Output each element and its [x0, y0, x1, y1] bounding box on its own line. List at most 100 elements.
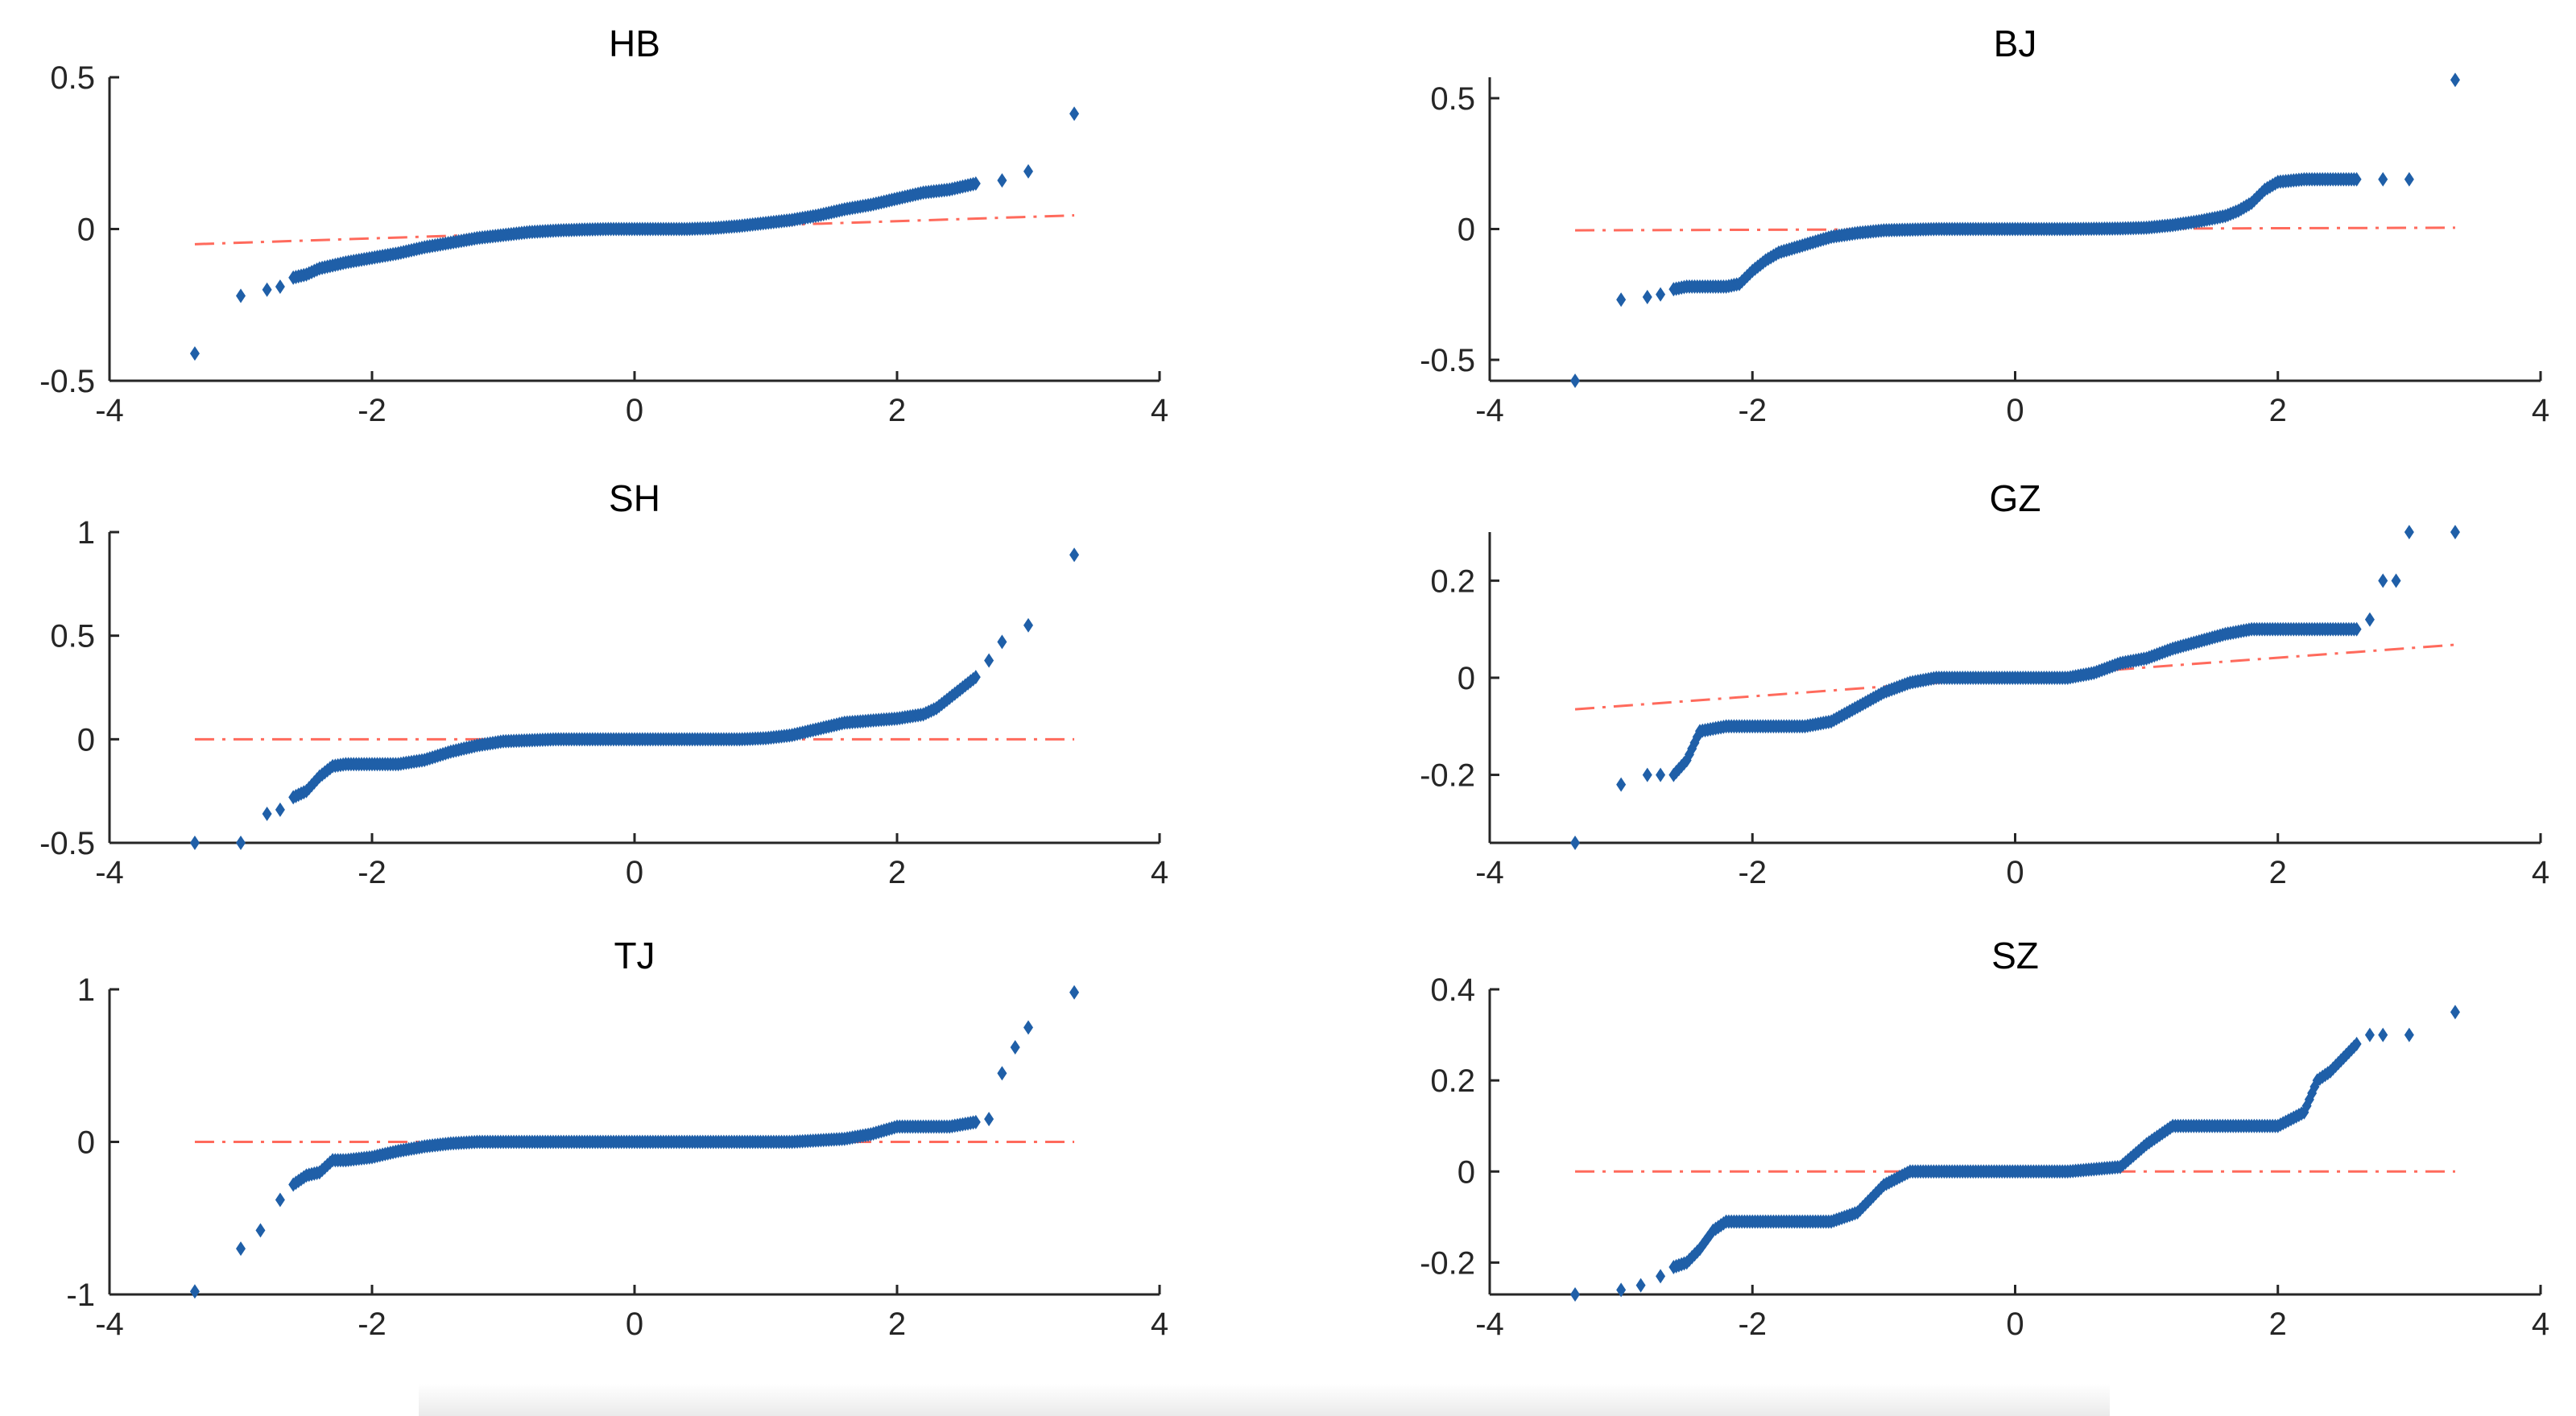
y-tick-label: 0.5 — [1430, 81, 1475, 117]
panel-title-gz: GZ — [1990, 477, 2041, 519]
x-tick-label: 4 — [1151, 393, 1168, 428]
qq-point — [1069, 547, 1080, 563]
qq-point — [2378, 171, 2388, 187]
qq-point — [970, 1114, 981, 1129]
x-tick-label: -4 — [1475, 393, 1504, 428]
panel-gz: GZ -4 -2 0 2 4 -0.2 0 0.2 — [1420, 477, 2549, 890]
x-tick-label: -2 — [358, 1307, 387, 1342]
qq-point — [255, 1223, 266, 1238]
y-tick-label: 0.4 — [1430, 972, 1475, 1008]
x-tick-label: 2 — [888, 855, 906, 890]
qq-point — [970, 175, 981, 191]
x-tick-label: -2 — [358, 855, 387, 890]
qq-point — [262, 806, 272, 821]
y-tick-label: 0 — [77, 722, 95, 758]
qq-point — [2450, 525, 2460, 539]
qq-point — [1023, 1020, 1033, 1035]
x-tick-label: 0 — [2006, 855, 2024, 890]
x-tick-label: 4 — [1151, 1307, 1168, 1342]
qq-point — [1570, 836, 1581, 850]
qq-point — [2450, 72, 2460, 88]
qq-point — [275, 279, 285, 295]
panel-bj: BJ -4 -2 0 2 4 -0.5 0 0.5 — [1420, 23, 2549, 428]
y-tick-label: -0.5 — [39, 364, 95, 399]
panel-sz: SZ -4 -2 0 2 4 -0.2 0 0.2 0.4 — [1420, 935, 2549, 1342]
qq-point — [1616, 777, 1627, 792]
qq-point — [2351, 171, 2362, 187]
qq-point — [1010, 1040, 1020, 1055]
panel-title-sh: SH — [609, 477, 660, 519]
qq-point — [1635, 1278, 1646, 1293]
x-tick-label: 2 — [2269, 1307, 2287, 1342]
qq-point — [236, 288, 246, 303]
y-tick-label: 1 — [77, 515, 95, 551]
qq-point — [997, 634, 1007, 650]
x-tick-label: -4 — [95, 855, 124, 890]
panel-title-tj: TJ — [614, 935, 655, 976]
qq-point — [189, 346, 200, 361]
x-tick-label: 2 — [888, 393, 906, 428]
panel-title-sz: SZ — [1991, 935, 2039, 976]
x-tick-label: 4 — [2532, 393, 2549, 428]
x-tick-label: -4 — [1475, 1307, 1504, 1342]
y-tick-label: 0.5 — [50, 619, 95, 654]
qq-point — [2351, 1036, 2362, 1051]
qq-point — [236, 1241, 246, 1257]
qq-point — [984, 653, 994, 668]
y-tick-label: -1 — [66, 1278, 95, 1313]
qq-point — [2378, 1027, 2388, 1042]
qq-point — [2404, 525, 2414, 539]
qq-point — [2450, 1005, 2460, 1020]
x-tick-label: 2 — [2269, 393, 2287, 428]
bottom-shadow-strip — [419, 1384, 2110, 1416]
qq-point — [2378, 573, 2388, 588]
y-tick-label: -0.5 — [1420, 343, 1475, 378]
qq-point — [1023, 617, 1033, 633]
x-tick-label: -4 — [95, 393, 124, 428]
qq-point — [997, 1066, 1007, 1081]
qq-point — [2351, 621, 2362, 637]
qq-point — [2364, 1027, 2375, 1042]
x-tick-label: 0 — [626, 1307, 643, 1342]
x-tick-label: 0 — [626, 855, 643, 890]
qq-point — [997, 173, 1007, 188]
x-tick-label: -4 — [95, 1307, 124, 1342]
x-tick-label: -2 — [358, 393, 387, 428]
qq-point — [1656, 1269, 1666, 1284]
qq-point — [1570, 1287, 1581, 1302]
panel-tj: TJ -4 -2 0 2 4 -1 0 1 — [66, 935, 1168, 1342]
qq-point — [1656, 287, 1666, 302]
qq-point — [1656, 767, 1666, 782]
qq-point — [275, 802, 285, 817]
x-tick-label: 2 — [888, 1307, 906, 1342]
qq-point — [1023, 163, 1033, 179]
y-tick-label: 1 — [77, 972, 95, 1008]
qq-point — [984, 1112, 994, 1127]
x-tick-label: 4 — [1151, 855, 1168, 890]
y-tick-label: 0 — [1458, 661, 1475, 696]
x-tick-label: 4 — [2532, 855, 2549, 890]
x-tick-label: 0 — [2006, 1307, 2024, 1342]
y-tick-label: 0 — [77, 1125, 95, 1161]
panel-sh: SH -4 -2 0 2 4 -0.5 0 0.5 1 — [39, 477, 1168, 890]
panel-title-hb: HB — [609, 23, 660, 64]
panel-title-bj: BJ — [1994, 23, 2037, 64]
qq-point — [2404, 1027, 2414, 1042]
x-tick-label: -2 — [1738, 393, 1767, 428]
qq-point — [2391, 573, 2401, 588]
y-tick-label: -0.2 — [1420, 758, 1475, 794]
y-tick-label: 0.2 — [1430, 1063, 1475, 1099]
x-tick-label: -4 — [1475, 855, 1504, 890]
qq-point — [262, 282, 272, 297]
y-tick-label: 0 — [1458, 1154, 1475, 1190]
panel-hb: HB -4 -2 0 2 4 -0.5 0 0.5 — [39, 23, 1168, 428]
qq-point — [189, 836, 200, 850]
qq-point — [1616, 292, 1627, 308]
qq-point — [1642, 290, 1652, 304]
y-tick-label: -0.5 — [39, 826, 95, 861]
qq-point — [1642, 767, 1652, 782]
y-tick-label: 0.5 — [50, 60, 95, 96]
qq-point — [189, 1284, 200, 1299]
qq-point — [2364, 612, 2375, 627]
